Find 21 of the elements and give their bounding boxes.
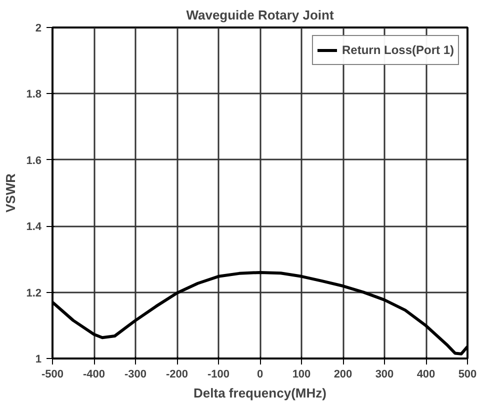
x-tick-label: 100 xyxy=(292,368,311,380)
y-tick-label: 1.6 xyxy=(26,154,42,167)
y-axis-title: VSWR xyxy=(3,172,18,212)
y-tick-label: 1.8 xyxy=(26,88,42,101)
y-tick-label: 1.4 xyxy=(26,221,42,234)
x-tick-label: 200 xyxy=(334,368,352,380)
x-tick-label: -500 xyxy=(41,368,64,380)
x-tick-label: -400 xyxy=(82,368,106,380)
x-tick-label: -100 xyxy=(207,368,230,380)
y-tick-label: 1 xyxy=(35,354,42,366)
legend-label: Return Loss(Port 1) xyxy=(342,43,454,57)
x-tick-label: 0 xyxy=(256,368,264,380)
x-tick-label: -300 xyxy=(124,368,147,380)
chart-title: Waveguide Rotary Joint xyxy=(186,8,334,22)
x-tick-label: 500 xyxy=(458,368,477,380)
x-axis-title: Delta frequency(MHz) xyxy=(194,386,326,400)
x-tick-label: 300 xyxy=(375,368,394,380)
x-tick-label: -200 xyxy=(166,368,188,380)
x-tick-label: 400 xyxy=(416,368,436,380)
y-tick-label: 2 xyxy=(35,22,42,34)
y-tick-label: 1.2 xyxy=(26,287,42,300)
